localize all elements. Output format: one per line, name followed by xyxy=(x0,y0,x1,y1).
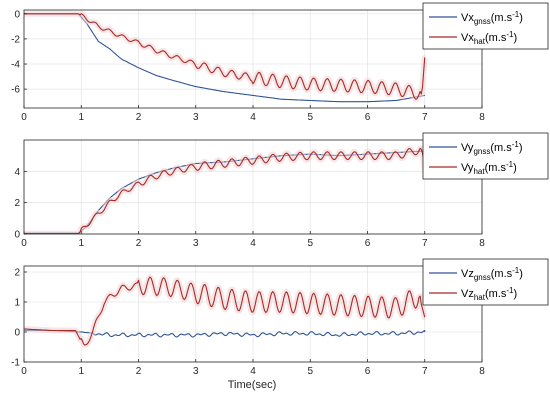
series-hat-line xyxy=(24,13,426,100)
x-tick-label: 8 xyxy=(479,366,485,377)
y-tick-label: 0 xyxy=(14,328,20,339)
x-tick-label: 7 xyxy=(422,112,428,123)
legend: Vzgnss(m.s-1) Vzhat(m.s-1) xyxy=(422,258,549,306)
y-tick-label: -4 xyxy=(11,60,20,71)
legend-box xyxy=(422,2,549,50)
x-tick-label: 1 xyxy=(78,238,84,249)
legend-entry-hat: Vzhat(m.s-1) xyxy=(461,286,517,302)
x-tick-label: 0 xyxy=(21,366,27,377)
series-hat-line xyxy=(24,276,426,346)
legend-entry-gnss: Vzgnss(m.s-1) xyxy=(461,266,523,282)
y-tick-label: 4 xyxy=(14,167,20,178)
x-tick-label: 5 xyxy=(307,366,313,377)
x-tick-label: 2 xyxy=(136,366,142,377)
series-group xyxy=(24,10,428,103)
x-tick-label: 0 xyxy=(21,112,27,123)
x-tick-label: 6 xyxy=(365,112,371,123)
x-tick-label: 8 xyxy=(479,112,485,123)
chart-panel-1: 0 1 2 3 4 5 6 7 8 -6 -4 -2 0 Vxgnss(m.s-1) Vxhat(m.s-1… xyxy=(11,2,549,123)
x-tick-label: 8 xyxy=(479,238,485,249)
x-tick-label: 1 xyxy=(78,112,84,123)
x-tick-label: 3 xyxy=(193,112,199,123)
legend-box xyxy=(422,132,549,180)
x-tick-label: 4 xyxy=(250,366,256,377)
y-tick-label: 0 xyxy=(14,230,20,241)
series-gnss-line xyxy=(24,13,426,103)
y-tick-label: -2 xyxy=(11,34,20,45)
x-tick-label: 3 xyxy=(193,238,199,249)
x-axis-label: Time(sec) xyxy=(228,379,276,391)
x-tick-label: 3 xyxy=(193,366,199,377)
y-tick-label: 0 xyxy=(14,9,20,20)
chart-panel-3: 0 1 2 3 4 5 6 7 8-1012Time(sec)Vzgnss(m.s-1)Vzha… xyxy=(11,258,549,391)
legend: Vygnss(m.s-1) Vyhat(m.s-1) xyxy=(422,132,549,180)
y-tick-label: 2 xyxy=(14,268,20,279)
x-tick-label: 1 xyxy=(78,366,84,377)
x-tick-label: 2 xyxy=(136,112,142,123)
legend-entry-gnss: Vxgnss(m.s-1) xyxy=(461,10,523,26)
x-tick-label: 7 xyxy=(422,238,428,249)
tick-labels: 0 1 2 3 4 5 6 7 8 -6 -4 -2 0 xyxy=(11,9,485,123)
series-group xyxy=(24,145,428,234)
x-tick-label: 6 xyxy=(365,238,371,249)
y-tick-label: -1 xyxy=(11,358,20,369)
tick-labels: 0 1 2 3 4 5 6 7 8 0 2 4 xyxy=(14,167,485,249)
x-tick-label: 4 xyxy=(250,238,256,249)
x-tick-label: 6 xyxy=(365,366,371,377)
x-tick-label: 2 xyxy=(136,238,142,249)
legend-box xyxy=(422,258,549,306)
y-tick-label: -6 xyxy=(11,85,20,96)
series-hat-line xyxy=(24,147,426,234)
series-group xyxy=(24,274,428,349)
legend-entry-hat: Vyhat(m.s-1) xyxy=(461,160,517,176)
x-tick-label: 0 xyxy=(21,238,27,249)
legend-entry-gnss: Vygnss(m.s-1) xyxy=(461,140,523,156)
x-tick-label: 5 xyxy=(307,112,313,123)
legend-entry-hat: Vxhat(m.s-1) xyxy=(461,30,517,46)
x-tick-label: 4 xyxy=(250,112,256,123)
x-tick-label: 7 xyxy=(422,366,428,377)
y-tick-label: 1 xyxy=(14,298,20,309)
legend: Vxgnss(m.s-1) Vxhat(m.s-1) xyxy=(422,2,549,50)
y-tick-label: 2 xyxy=(14,198,20,209)
chart-panel-2: 0 1 2 3 4 5 6 7 8 0 2 4 Vygnss(m.s-1) Vyhat(m.s-1) xyxy=(14,132,549,249)
x-tick-label: 5 xyxy=(307,238,313,249)
